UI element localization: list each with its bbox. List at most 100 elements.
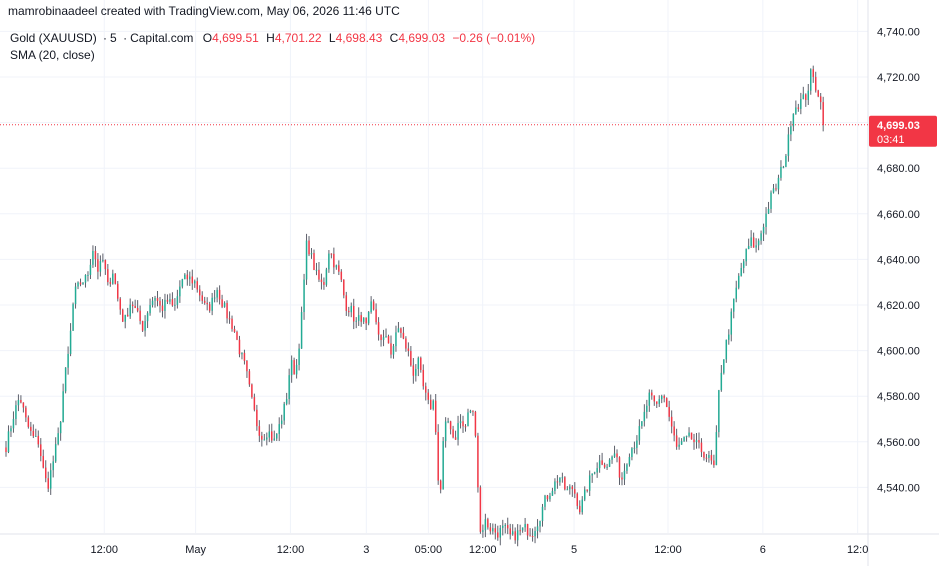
candle-body[interactable] [665,398,668,407]
candle-body[interactable] [810,69,812,91]
candle-body[interactable] [713,460,715,466]
candle-body[interactable] [308,240,310,255]
candle-body[interactable] [539,521,541,527]
candle-body[interactable] [613,453,616,457]
candle-body[interactable] [283,403,285,421]
candle-body[interactable] [700,442,703,453]
candle-body[interactable] [521,527,524,531]
candle-body[interactable] [243,352,246,361]
candle-body[interactable] [268,431,271,438]
candle-body[interactable] [772,188,775,193]
candle-body[interactable] [462,421,464,427]
candle-body[interactable] [87,274,89,276]
candle-body[interactable] [526,524,529,536]
candle-body[interactable] [318,269,320,280]
candle-body[interactable] [603,464,606,468]
candle-body[interactable] [285,399,288,404]
candle-body[interactable] [146,313,149,322]
candle-body[interactable] [121,309,124,322]
candle-body[interactable] [819,96,822,103]
candle-body[interactable] [69,330,72,354]
candle-body[interactable] [502,525,504,528]
candle-body[interactable] [370,301,372,312]
candle-body[interactable] [566,489,569,491]
candle-body[interactable] [765,213,767,227]
candle-body[interactable] [129,304,131,317]
candle-body[interactable] [407,348,410,352]
candle-body[interactable] [546,495,549,500]
candle-body[interactable] [196,281,198,290]
candle-body[interactable] [151,300,154,306]
candle-body[interactable] [422,369,425,387]
candle-body[interactable] [429,399,432,410]
candle-body[interactable] [62,391,64,423]
candle-body[interactable] [54,444,57,462]
candle-body[interactable] [392,346,395,355]
candle-body[interactable] [377,322,380,335]
candle-body[interactable] [750,237,752,247]
candle-body[interactable] [221,299,223,307]
candle-body[interactable] [812,69,814,77]
candle-body[interactable] [777,177,780,190]
candle-body[interactable] [467,412,469,427]
candle-body[interactable] [690,432,693,440]
candle-body[interactable] [482,530,484,532]
candle-body[interactable] [261,435,263,440]
candle-body[interactable] [718,390,720,433]
candle-body[interactable] [295,364,298,375]
candle-body[interactable] [588,475,591,491]
candle-body[interactable] [579,505,581,513]
candle-body[interactable] [767,208,770,214]
candle-body[interactable] [536,526,539,532]
price-axis[interactable]: 4,540.00 4,560.00 4,580.00 4,600.00 4,620.00… [877,26,920,494]
candle-body[interactable] [417,357,420,370]
candle-body[interactable] [131,304,134,307]
candle-body[interactable] [340,271,343,280]
candle-body[interactable] [159,300,161,306]
candle-body[interactable] [564,477,566,490]
candle-body[interactable] [782,166,785,168]
candle-body[interactable] [745,249,747,262]
candle-body[interactable] [464,426,467,428]
candle-body[interactable] [703,452,705,458]
candle-body[interactable] [506,525,509,529]
candle-body[interactable] [720,372,723,391]
candle-body[interactable] [489,527,492,532]
candle-body[interactable] [94,250,97,260]
candle-body[interactable] [208,304,211,311]
candle-body[interactable] [725,339,728,360]
candle-body[interactable] [477,435,479,488]
candle-body[interactable] [343,279,345,296]
candle-body[interactable] [695,440,698,443]
candle-body[interactable] [623,470,626,480]
candle-body[interactable] [5,447,7,453]
candle-body[interactable] [752,237,755,248]
candle-body[interactable] [216,289,218,298]
candle-body[interactable] [149,305,151,314]
candle-body[interactable] [653,395,656,402]
candle-body[interactable] [49,470,52,489]
candle-body[interactable] [641,421,643,427]
candle-body[interactable] [405,338,407,349]
candle-body[interactable] [352,305,355,322]
candle-body[interactable] [442,441,444,490]
candle-body[interactable] [323,282,325,285]
candle-body[interactable] [119,298,121,310]
candle-body[interactable] [755,245,757,248]
candle-body[interactable] [457,423,459,440]
candle-body[interactable] [313,253,315,270]
candle-body[interactable] [479,487,482,532]
candle-body[interactable] [514,531,516,541]
candle-body[interactable] [117,283,119,299]
candle-body[interactable] [7,431,10,453]
candle-body[interactable] [77,282,79,287]
candle-body[interactable] [20,399,22,403]
candle-body[interactable] [300,312,303,349]
candle-body[interactable] [760,233,762,241]
candle-body[interactable] [487,519,489,528]
candle-body[interactable] [561,477,564,479]
candle-body[interactable] [795,107,797,114]
candle-body[interactable] [494,528,497,533]
candle-body[interactable] [154,297,156,301]
candle-body[interactable] [42,456,45,468]
